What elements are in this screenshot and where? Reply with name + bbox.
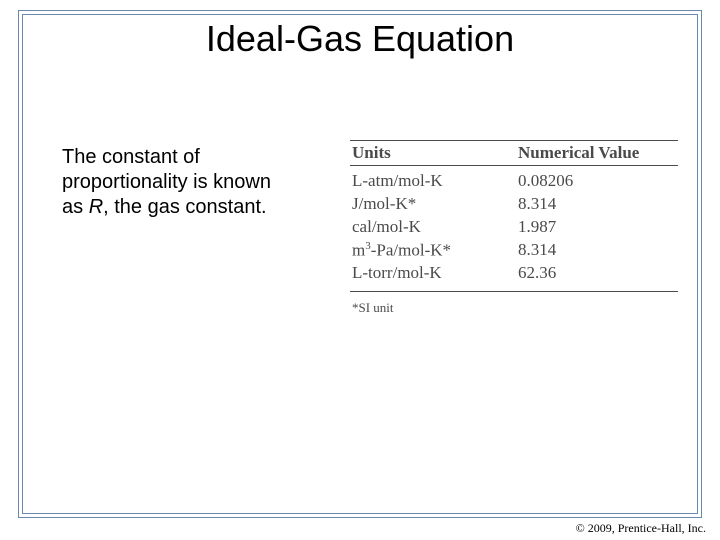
body-line-2: proportionality is known [62,171,271,193]
table-header-value: Numerical Value [518,143,678,163]
body-text: The constant of proportionality is known… [62,145,342,220]
table-cell-units: L-atm/mol-K [350,170,518,193]
body-line-3-pre: as [62,196,89,218]
gas-constant-table: Units Numerical Value L-atm/mol-K0.08206… [350,140,678,316]
table-row: J/mol-K*8.314 [350,193,678,216]
table-row: m3-Pa/mol-K*8.314 [350,239,678,263]
table-cell-units: m3-Pa/mol-K* [350,239,518,263]
table-cell-units: cal/mol-K [350,216,518,239]
table-header-units: Units [350,143,518,163]
table-cell-value: 8.314 [518,239,678,263]
copyright-text: © 2009, Prentice-Hall, Inc. [576,521,706,536]
table-row: L-torr/mol-K62.36 [350,262,678,285]
slide-title: Ideal-Gas Equation [0,18,720,60]
table-cell-value: 0.08206 [518,170,678,193]
table-cell-value: 62.36 [518,262,678,285]
table-footnote: *SI unit [350,300,678,316]
table-cell-units: L-torr/mol-K [350,262,518,285]
table-cell-value: 8.314 [518,193,678,216]
body-line-3-r: R [89,196,103,218]
body-line-3-post: , the gas constant. [103,196,266,218]
table-cell-units: J/mol-K* [350,193,518,216]
table-body: L-atm/mol-K0.08206J/mol-K*8.314cal/mol-K… [350,166,678,292]
body-line-1: The constant of [62,146,200,168]
table-row: cal/mol-K1.987 [350,216,678,239]
table-cell-value: 1.987 [518,216,678,239]
table-row: L-atm/mol-K0.08206 [350,170,678,193]
table-header-row: Units Numerical Value [350,140,678,166]
